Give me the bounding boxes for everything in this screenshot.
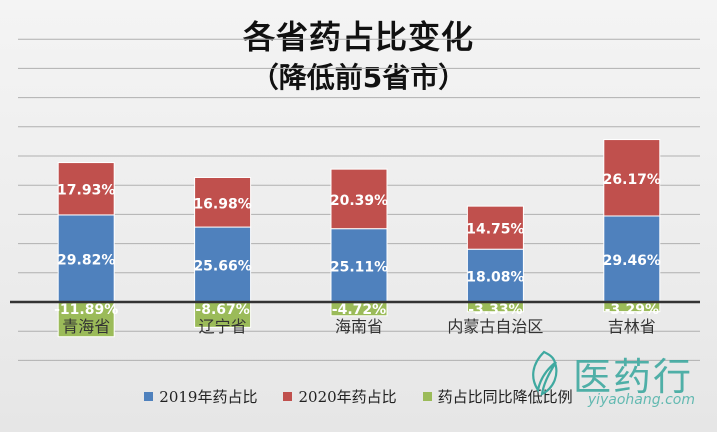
legend-swatch-change [422,392,432,401]
bar-2019 [57,214,115,303]
data-label-change: -11.89% [54,302,118,318]
data-label-2020: 14.75% [466,222,524,238]
legend-swatch-2019 [144,392,154,401]
category-label: 青海省 [62,317,110,336]
category-label: 海南省 [335,317,383,336]
bar-2019 [466,248,524,303]
chart-title: 各省药占比变化 [242,18,474,56]
data-label-2020: 26.17% [603,172,661,188]
data-label-2019: 25.11% [330,259,388,275]
data-label-2020: 20.39% [330,193,388,209]
data-label-2019: 29.82% [57,252,115,268]
leaf-logo-icon [532,350,558,396]
watermark-text: 医药行 [572,355,693,399]
legend-label-change: 药占比同比降低比例 [437,388,573,406]
legend-swatch-2020 [283,392,293,401]
bar-2020 [330,168,388,230]
watermark: 医药行 yiyaohang.com [524,346,699,416]
data-label-2019: 18.08% [466,270,524,286]
data-label-change: -8.67% [195,302,249,318]
data-label-change: -3.33% [468,302,522,318]
data-label-2020: 17.93% [57,183,115,199]
watermark-url: yiyaohang.com [587,392,695,408]
category-label: 辽宁省 [199,317,247,336]
bar-2020 [466,205,524,250]
category-label: 吉林省 [608,317,656,336]
legend-label-2020: 2020年药占比 [298,388,397,406]
data-label-2020: 16.98% [193,196,251,212]
legend: 2019年药占比 2020年药占比 药占比同比降低比例 [0,386,717,407]
category-label: 内蒙古自治区 [447,317,543,336]
bar-2020 [57,162,115,216]
legend-label-2019: 2019年药占比 [159,388,258,406]
legend-item-2020: 2020年药占比 [283,386,397,407]
data-label-2019: 29.46% [603,253,661,269]
bar-change [194,301,252,328]
data-label-change: -3.29% [605,302,659,318]
bar-2020 [603,139,661,217]
bar-2019 [603,215,661,303]
chart-subtitle: （降低前5省市） [250,61,467,94]
legend-item-2019: 2019年药占比 [144,386,257,407]
legend-item-change: 药占比同比降低比例 [422,386,573,407]
bar-change [57,301,115,338]
data-label-change: -4.72% [332,302,386,318]
data-label-2019: 25.66% [193,259,251,275]
bar-2020 [194,176,252,228]
